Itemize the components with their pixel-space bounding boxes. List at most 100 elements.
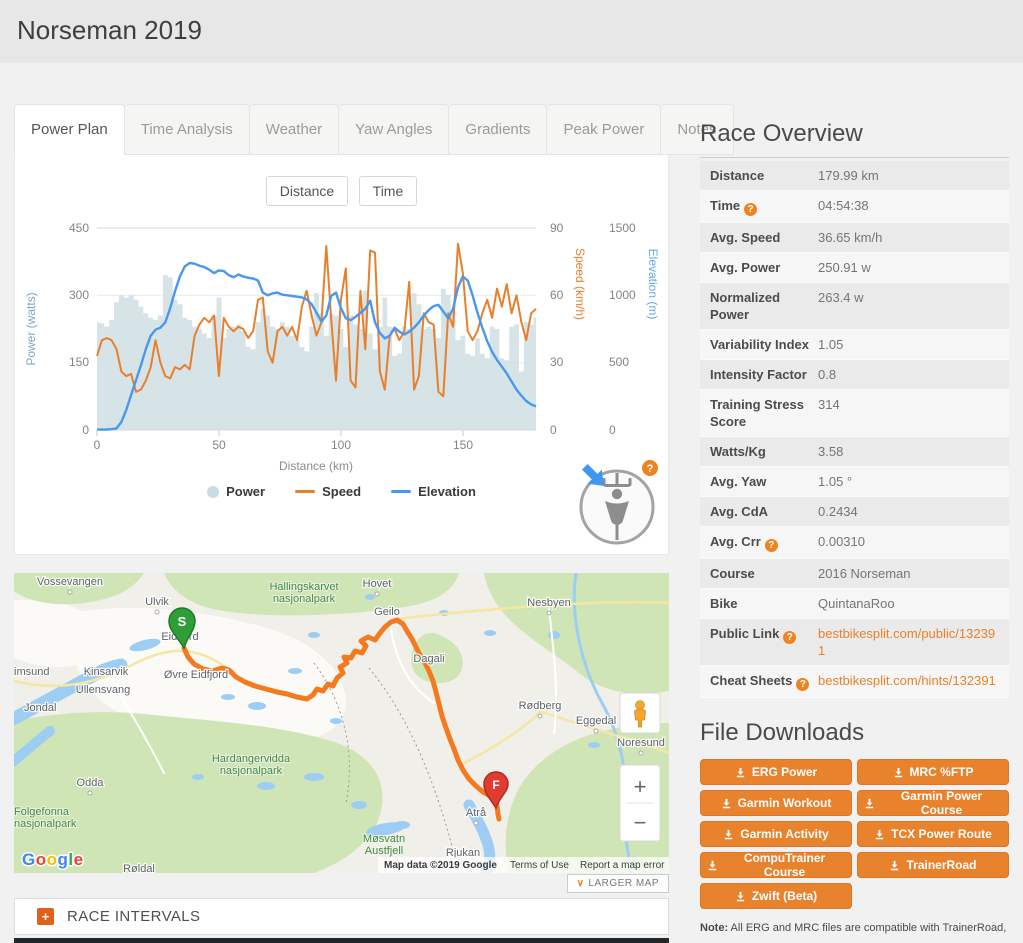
elevation-tick: 1000 — [609, 288, 636, 302]
elevation-swatch-icon — [391, 490, 412, 493]
file-downloads-title: File Downloads — [700, 719, 865, 746]
map-label-mosvatn: Møsvatn — [363, 833, 405, 845]
map-boundary — [313, 662, 460, 873]
larger-map-link[interactable]: ∨ LARGER MAP — [566, 874, 669, 893]
tab-power-plan[interactable]: Power Plan — [14, 104, 125, 155]
speed-tick: 0 — [550, 423, 557, 437]
tab-yaw-angles[interactable]: Yaw Angles — [339, 104, 450, 155]
map-label-kinsarvik: Kinsarvik — [84, 666, 129, 678]
map-canvas[interactable]: Vossevangen Ulvik Hallingskarvet nasjona… — [14, 573, 669, 873]
download-garmin-power-course-button[interactable]: Garmin Power Course — [857, 789, 1009, 817]
table-row: Watts/Kg 3.58 — [700, 437, 1009, 467]
elevation-tick: 0 — [609, 423, 616, 437]
time-toggle-button[interactable]: Time — [358, 176, 418, 206]
map-label-hovet: Hovet — [363, 578, 392, 590]
chevron-down-icon: ∨ — [576, 878, 585, 889]
x-tick: 100 — [331, 438, 351, 452]
map-label-nesbyen: Nesbyen — [527, 597, 570, 609]
x-axis-toggle: Distance Time — [15, 155, 668, 206]
download-icon — [708, 860, 717, 870]
power-tick: 300 — [69, 288, 89, 302]
race-intervals-header[interactable]: + RACE INTERVALS — [14, 898, 669, 935]
help-icon[interactable]: ? — [764, 539, 778, 552]
main-panel: Power Plan Time Analysis Weather Yaw Ang… — [14, 104, 734, 943]
expand-plus-icon[interactable]: + — [37, 908, 54, 925]
map-label-jondal: Jondal — [24, 702, 56, 714]
map-label-folgefonna: Folgefonna — [14, 806, 70, 818]
tab-peak-power[interactable]: Peak Power — [547, 104, 662, 155]
download-garmin-workout-button[interactable]: Garmin Workout — [700, 790, 852, 816]
download-computrainer-course-button[interactable]: CompuTrainer Course — [700, 851, 852, 879]
route-map[interactable]: Vossevangen Ulvik Hallingskarvet nasjona… — [14, 573, 669, 873]
x-tick: 0 — [94, 438, 101, 452]
download-mrc-ftp-button[interactable]: MRC %FTP — [857, 759, 1009, 785]
chart-legend: Power Speed Elevation — [15, 484, 668, 499]
speed-tick: 30 — [550, 355, 564, 369]
table-row: Time? 04:54:38 — [700, 191, 1009, 223]
table-row: Avg. Crr? 0.00310 — [700, 527, 1009, 559]
arrow-icon — [581, 463, 604, 486]
tab-time-analysis[interactable]: Time Analysis — [124, 104, 250, 155]
google-logo[interactable]: Google — [21, 849, 85, 871]
download-icon — [725, 829, 733, 839]
help-icon[interactable]: ? — [796, 678, 810, 691]
download-icon — [894, 767, 902, 777]
download-zwift-button[interactable]: Zwift (Beta) — [700, 883, 852, 909]
terms-of-use-link[interactable]: Terms of Use — [510, 860, 569, 871]
table-row: Course 2016 Norseman — [700, 559, 1009, 589]
zoom-out-button[interactable]: − — [634, 810, 647, 835]
race-intervals-label: RACE INTERVALS — [67, 908, 201, 925]
download-tcx-power-route-button[interactable]: TCX Power Route — [857, 821, 1009, 847]
page-title: Norseman 2019 — [17, 15, 202, 45]
help-icon[interactable] — [642, 460, 658, 476]
tab-notes[interactable]: Notes — [661, 104, 734, 155]
cyclist-icon — [602, 473, 632, 540]
map-lakes — [129, 594, 600, 836]
help-icon[interactable]: ? — [744, 203, 758, 216]
power-tick: 450 — [69, 221, 89, 235]
rider-position-widget: ? — [579, 460, 658, 545]
divider — [700, 157, 1009, 158]
power-tick: 0 — [82, 423, 89, 437]
map-label-noresund: Noresund — [617, 737, 665, 749]
power-plan-panel: Distance Time 450 300 150 0 90 60 30 0 1… — [14, 155, 669, 555]
map-label-dagali: Dagali — [413, 653, 444, 665]
table-row: Variability Index 1.05 — [700, 330, 1009, 360]
x-tick: 50 — [212, 438, 226, 452]
zoom-in-button[interactable]: + — [634, 774, 647, 799]
map-label-rodberg: Rødberg — [519, 700, 562, 712]
speed-tick: 90 — [550, 221, 564, 235]
download-icon — [875, 829, 884, 839]
tab-gradients[interactable]: Gradients — [449, 104, 548, 155]
download-trainerroad-button[interactable]: TrainerRoad — [857, 852, 1009, 878]
map-roads — [14, 600, 669, 774]
attribution-bar — [378, 857, 669, 873]
download-icon — [736, 767, 744, 777]
help-icon[interactable]: ? — [783, 631, 797, 644]
speed-axis-label: Speed (km/h) — [573, 248, 587, 320]
map-label-imsund: imsund — [14, 666, 49, 678]
table-row: Avg. Speed 36.65 km/h — [700, 223, 1009, 253]
download-erg-power-button[interactable]: ERG Power — [700, 759, 852, 785]
download-buttons: ERG Power MRC %FTP Garmin Workout Garmin… — [700, 759, 1009, 909]
public-link[interactable]: bestbikesplit.com/public/132391 — [818, 626, 996, 658]
pegman-control[interactable] — [619, 692, 661, 734]
power-area-series — [97, 275, 536, 430]
map-label-roldal: Røldal — [123, 863, 155, 873]
map-label-hardangervidda-2: nasjonalpark — [220, 765, 283, 777]
map-terrain — [14, 599, 103, 668]
map-label-ovre-eidfjord: Øvre Eidfjord — [164, 669, 228, 681]
table-row: Bike QuintanaRoo — [700, 589, 1009, 619]
tab-weather[interactable]: Weather — [249, 104, 340, 155]
page-header: Norseman 2019 — [0, 0, 1023, 63]
map-zoom-control: + − — [619, 764, 661, 842]
download-icon — [736, 891, 744, 901]
map-label-folgefonna-2: nasjonalpark — [14, 818, 77, 830]
elevation-axis-label: Elevation (m) — [646, 249, 660, 320]
map-label-ulvik: Ulvik — [145, 596, 169, 608]
report-map-error-link[interactable]: Report a map error — [580, 860, 665, 871]
download-garmin-activity-button[interactable]: Garmin Activity — [700, 821, 852, 847]
distance-toggle-button[interactable]: Distance — [265, 176, 349, 206]
tab-bar: Power Plan Time Analysis Weather Yaw Ang… — [14, 104, 734, 155]
cheat-sheets-link[interactable]: bestbikesplit.com/hints/132391 — [818, 673, 996, 688]
